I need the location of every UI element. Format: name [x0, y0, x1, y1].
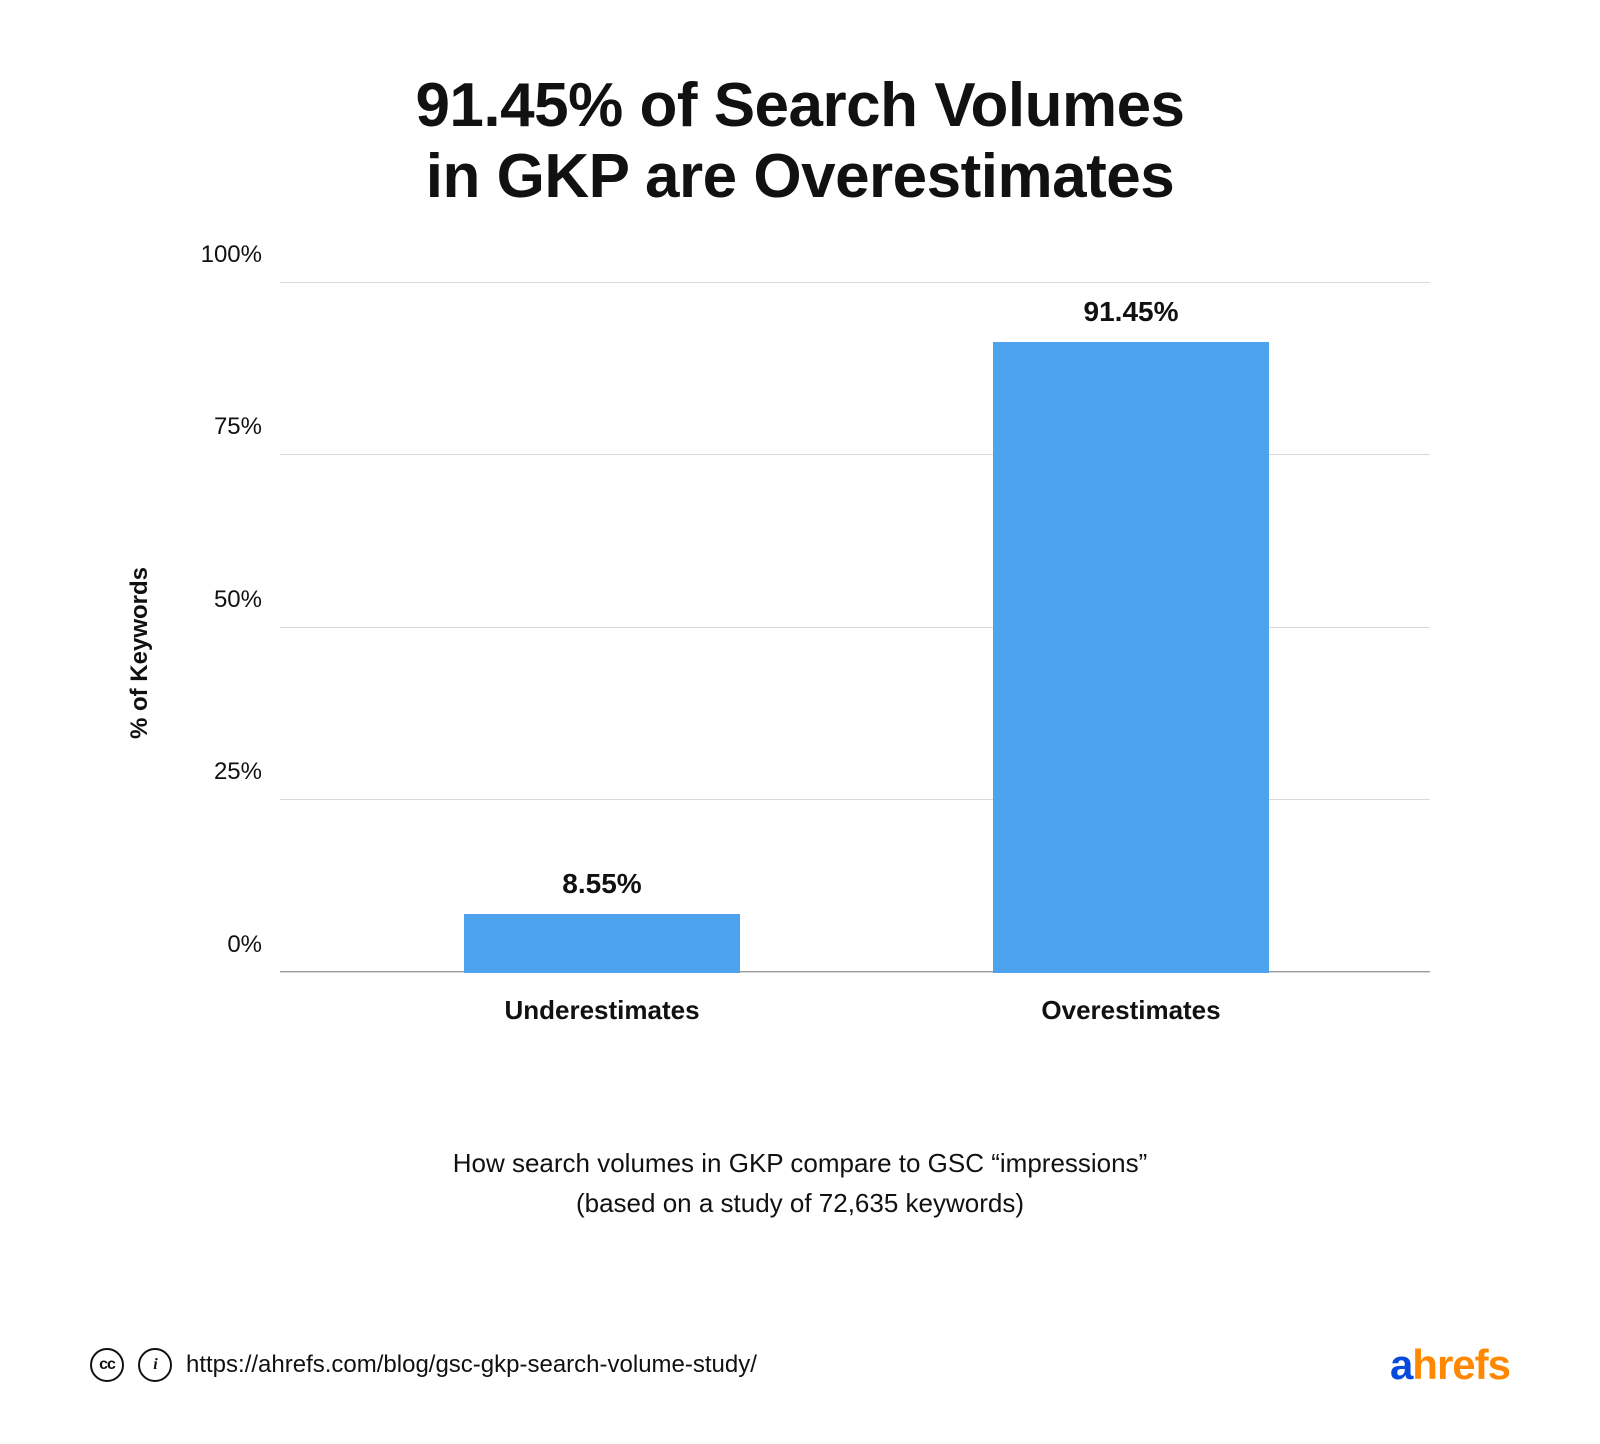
bar-value-label: 91.45%: [1084, 296, 1179, 328]
bar: 8.55%: [464, 914, 740, 973]
attribution-icon: i: [138, 1348, 172, 1382]
gridline: [280, 282, 1430, 283]
y-tick-label: 100%: [201, 241, 262, 269]
y-tick-label: 50%: [214, 586, 262, 614]
plot-area: 0%25%50%75%100%8.55%Underestimates91.45%…: [280, 283, 1430, 973]
y-tick-label: 75%: [214, 413, 262, 441]
footer-left: cc i https://ahrefs.com/blog/gsc-gkp-sea…: [90, 1348, 757, 1382]
chart-area: % of Keywords 0%25%50%75%100%8.55%Undere…: [160, 273, 1440, 1033]
x-tick-label: Overestimates: [1041, 995, 1220, 1026]
chart-card: 91.45% of Search Volumes in GKP are Over…: [0, 0, 1600, 1444]
caption-line-2: (based on a study of 72,635 keywords): [576, 1188, 1024, 1218]
title-line-1: 91.45% of Search Volumes: [415, 71, 1184, 140]
brand-rest: hrefs: [1412, 1341, 1510, 1388]
caption-line-1: How search volumes in GKP compare to GSC…: [453, 1148, 1148, 1178]
title-line-2: in GKP are Overestimates: [426, 142, 1174, 211]
chart-caption: How search volumes in GKP compare to GSC…: [90, 1143, 1510, 1224]
bar: 91.45%: [993, 342, 1269, 973]
cc-icon: cc: [90, 1348, 124, 1382]
y-tick-label: 25%: [214, 758, 262, 786]
y-axis-label: % of Keywords: [126, 567, 154, 739]
footer: cc i https://ahrefs.com/blog/gsc-gkp-sea…: [90, 1341, 1510, 1389]
x-tick-label: Underestimates: [504, 995, 699, 1026]
brand-first-letter: a: [1390, 1341, 1412, 1388]
y-tick-label: 0%: [227, 931, 262, 959]
chart-title: 91.45% of Search Volumes in GKP are Over…: [90, 70, 1510, 213]
source-url: https://ahrefs.com/blog/gsc-gkp-search-v…: [186, 1351, 757, 1379]
bar-value-label: 8.55%: [562, 868, 641, 900]
brand-logo: ahrefs: [1390, 1341, 1510, 1389]
